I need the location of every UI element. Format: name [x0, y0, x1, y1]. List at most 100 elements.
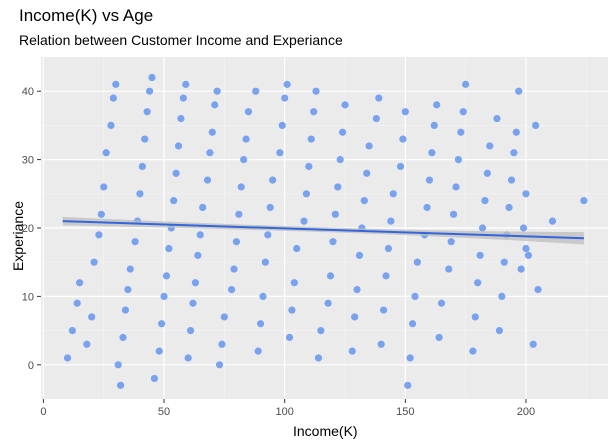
data-point: [208, 128, 216, 136]
data-point: [162, 272, 171, 280]
data-point: [355, 251, 364, 259]
data-point: [158, 320, 166, 328]
data-point: [235, 210, 243, 218]
trend-line-group: [62, 216, 584, 245]
data-point: [481, 197, 489, 205]
data-point: [406, 354, 414, 362]
data-point: [220, 313, 228, 321]
data-point: [121, 306, 130, 314]
data-point: [100, 183, 108, 191]
data-point: [507, 176, 516, 184]
data-point: [524, 251, 532, 259]
data-point: [109, 94, 117, 102]
data-point: [512, 128, 520, 136]
data-point: [293, 244, 301, 253]
data-point: [522, 190, 530, 198]
data-point: [186, 327, 195, 335]
x-tick-label: 50: [158, 406, 170, 418]
data-point: [326, 272, 335, 280]
data-point: [348, 347, 356, 355]
trend-line: [62, 220, 584, 240]
data-point: [196, 231, 204, 239]
data-point: [83, 340, 91, 348]
data-point: [174, 142, 183, 150]
data-point: [462, 80, 470, 88]
data-point: [285, 333, 294, 342]
x-tick-label: 200: [517, 406, 535, 418]
data-point: [264, 231, 272, 239]
data-point: [136, 190, 144, 198]
data-point: [102, 149, 110, 157]
data-point: [529, 340, 537, 348]
x-tick-label: 150: [396, 406, 414, 418]
data-point: [500, 258, 508, 266]
data-point: [124, 285, 132, 294]
data-point: [131, 238, 139, 246]
data-point: [283, 80, 291, 88]
data-point: [203, 176, 212, 184]
chart-subtitle: Relation between Customer Income and Exp…: [19, 32, 343, 48]
data-point: [519, 224, 528, 232]
data-point: [437, 299, 446, 307]
data-point: [112, 80, 120, 88]
data-point: [150, 374, 158, 383]
data-point: [365, 142, 373, 150]
data-point: [517, 265, 525, 273]
data-point: [387, 217, 395, 225]
x-tick-label: 100: [276, 406, 294, 418]
data-point: [191, 279, 200, 287]
data-point: [261, 258, 269, 266]
data-point: [580, 197, 588, 205]
data-point: [413, 258, 421, 266]
data-point: [160, 292, 168, 300]
data-point: [382, 272, 390, 280]
data-point: [143, 108, 151, 116]
data-point: [230, 265, 238, 273]
data-point: [95, 231, 103, 239]
data-point: [184, 354, 192, 362]
data-point: [276, 149, 284, 157]
data-point: [474, 279, 482, 287]
data-point: [363, 169, 371, 177]
data-point: [498, 292, 506, 300]
data-point: [288, 306, 296, 314]
data-point: [117, 381, 125, 389]
data-point: [302, 190, 311, 198]
data-point: [312, 87, 320, 95]
data-point: [401, 108, 409, 116]
data-point: [510, 149, 518, 157]
data-point: [213, 87, 221, 95]
data-point: [63, 354, 72, 362]
data-point: [206, 149, 214, 157]
data-point: [182, 80, 190, 88]
data-point: [433, 101, 441, 109]
data-point: [240, 156, 248, 164]
data-point: [215, 361, 224, 369]
data-point: [165, 244, 173, 253]
data-point: [97, 210, 105, 218]
data-point: [290, 279, 298, 287]
data-point: [254, 347, 262, 355]
data-point: [469, 347, 477, 355]
data-point: [252, 87, 260, 95]
data-point: [483, 169, 491, 177]
y-tick-label: 40: [22, 86, 34, 98]
data-point: [126, 265, 134, 273]
data-point: [256, 320, 265, 328]
data-point: [411, 292, 419, 300]
data-point: [548, 217, 557, 225]
data-point: [505, 203, 513, 212]
data-point: [478, 224, 487, 232]
data-point: [331, 210, 339, 218]
data-point: [242, 135, 250, 143]
data-point: [532, 121, 540, 129]
data-point: [399, 135, 407, 143]
data-point: [177, 114, 185, 123]
data-point: [495, 327, 504, 335]
data-point: [486, 142, 494, 150]
data-point: [471, 313, 479, 321]
data-point: [408, 320, 417, 328]
data-point: [360, 197, 368, 205]
data-point: [404, 381, 412, 389]
data-point: [278, 121, 286, 129]
